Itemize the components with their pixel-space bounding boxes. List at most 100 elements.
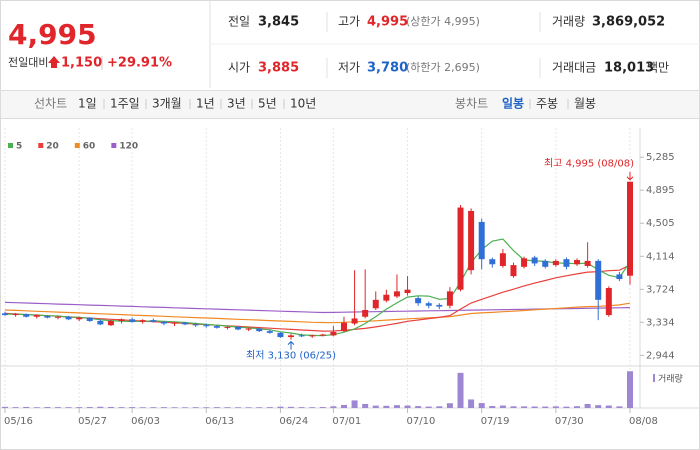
stat-value: 3,780 xyxy=(367,61,408,76)
volume-bar xyxy=(552,406,559,408)
stat-value: 3,845 xyxy=(258,15,299,30)
y-tick-label: 5,285 xyxy=(646,152,675,163)
candle-body xyxy=(266,331,273,333)
candle-body xyxy=(65,316,72,320)
stat-note: (하한가 2,695) xyxy=(406,60,480,74)
volume-bar xyxy=(436,406,443,408)
tab[interactable]: 1일 xyxy=(78,97,97,111)
candle-body xyxy=(12,313,19,316)
volume-bar xyxy=(372,405,379,408)
volume-bar xyxy=(468,399,475,408)
stat-label: 전일 xyxy=(228,15,250,29)
candle-body xyxy=(404,289,411,294)
y-tick-label: 3,724 xyxy=(646,284,675,295)
candle-body xyxy=(531,257,538,264)
volume-bar xyxy=(44,407,51,408)
legend-swatch xyxy=(38,143,44,148)
volume-bar xyxy=(330,406,337,408)
volume-bar xyxy=(182,407,189,408)
candle-body xyxy=(340,322,347,332)
candle-body xyxy=(86,317,93,321)
volume-bar xyxy=(86,407,93,408)
tab-bar xyxy=(0,90,700,119)
volume-bar xyxy=(65,407,72,408)
candle-body xyxy=(245,328,252,330)
volume-bar xyxy=(521,406,528,408)
y-tick-label: 2,944 xyxy=(646,350,675,361)
volume-bar xyxy=(288,406,295,408)
volume-bar xyxy=(309,407,316,408)
volume-bar xyxy=(107,406,114,408)
stat-label: 거래대금 xyxy=(552,61,596,75)
candle-body xyxy=(118,319,125,321)
volume-bar xyxy=(319,407,326,408)
tab[interactable]: 1주일 xyxy=(110,97,140,111)
volume-bar xyxy=(563,406,570,408)
stat-value: 18,013 xyxy=(604,61,654,76)
candle-body xyxy=(182,322,189,325)
candle-body xyxy=(627,181,633,276)
candle-body xyxy=(574,260,581,265)
candle-body xyxy=(150,320,157,322)
volume-bar xyxy=(616,406,623,408)
candle-body xyxy=(457,207,464,290)
tab[interactable]: 1년 xyxy=(196,97,215,111)
stats: 전일 3,845 고가 4,995 (상한가 4,995) 거래량 3,869,… xyxy=(228,15,669,76)
candle-body xyxy=(129,319,136,322)
candle-body xyxy=(309,335,316,337)
stat-unit: 백만 xyxy=(647,61,669,75)
volume-bar xyxy=(531,406,538,408)
tab[interactable]: 10년 xyxy=(290,97,316,111)
candle-body xyxy=(351,318,358,324)
candle-body xyxy=(616,274,623,280)
volume-bar xyxy=(54,407,61,408)
volume-bar xyxy=(76,407,83,408)
volume-bar xyxy=(393,405,400,408)
volume-bar xyxy=(277,406,284,408)
x-tick-label: 05/27 xyxy=(78,416,107,427)
candle-body xyxy=(33,315,40,317)
volume-bar xyxy=(351,400,358,408)
y-tick-label: 3,334 xyxy=(646,317,675,328)
tab[interactable]: 3년 xyxy=(227,97,246,111)
tab[interactable]: 3개월 xyxy=(152,97,182,111)
candle-body xyxy=(288,335,295,338)
legend-label: 60 xyxy=(83,142,96,152)
volume-bar xyxy=(129,407,136,408)
tab[interactable]: 일봉 xyxy=(502,97,524,111)
volume-bar xyxy=(605,405,612,408)
volume-bar xyxy=(457,372,464,408)
volume-bar xyxy=(404,405,411,408)
moving-average xyxy=(4,302,631,324)
candle-body xyxy=(330,331,337,336)
volume-bar xyxy=(12,407,19,408)
candle-body xyxy=(203,325,210,327)
x-tick-label: 07/19 xyxy=(481,416,510,427)
candle-body xyxy=(499,253,506,266)
candle-body xyxy=(213,326,220,328)
x-tick-label: 06/13 xyxy=(205,416,234,427)
volume-bar xyxy=(235,407,242,408)
volume-bar xyxy=(97,406,104,408)
up-icon xyxy=(48,56,60,68)
tab[interactable]: 주봉 xyxy=(536,97,558,111)
candle-body xyxy=(256,328,263,332)
x-tick-label: 07/30 xyxy=(555,416,584,427)
x-tick-label: 07/10 xyxy=(407,416,436,427)
candle-body xyxy=(54,316,61,318)
candle-body xyxy=(192,324,199,326)
tab[interactable]: 월봉 xyxy=(574,97,596,111)
candle-body xyxy=(171,322,178,324)
volume-bar xyxy=(510,406,517,408)
legend-swatch xyxy=(111,143,117,148)
candle-body xyxy=(372,299,379,309)
candle-body xyxy=(298,335,305,337)
candle-body xyxy=(97,320,104,325)
legend-label: 20 xyxy=(46,142,59,152)
candle-body xyxy=(23,314,30,317)
volume-bar xyxy=(499,405,506,408)
tab[interactable]: 5년 xyxy=(258,97,277,111)
candle-body xyxy=(107,320,114,326)
stat-label: 저가 xyxy=(338,61,360,75)
y-tick-label: 4,114 xyxy=(646,251,675,262)
